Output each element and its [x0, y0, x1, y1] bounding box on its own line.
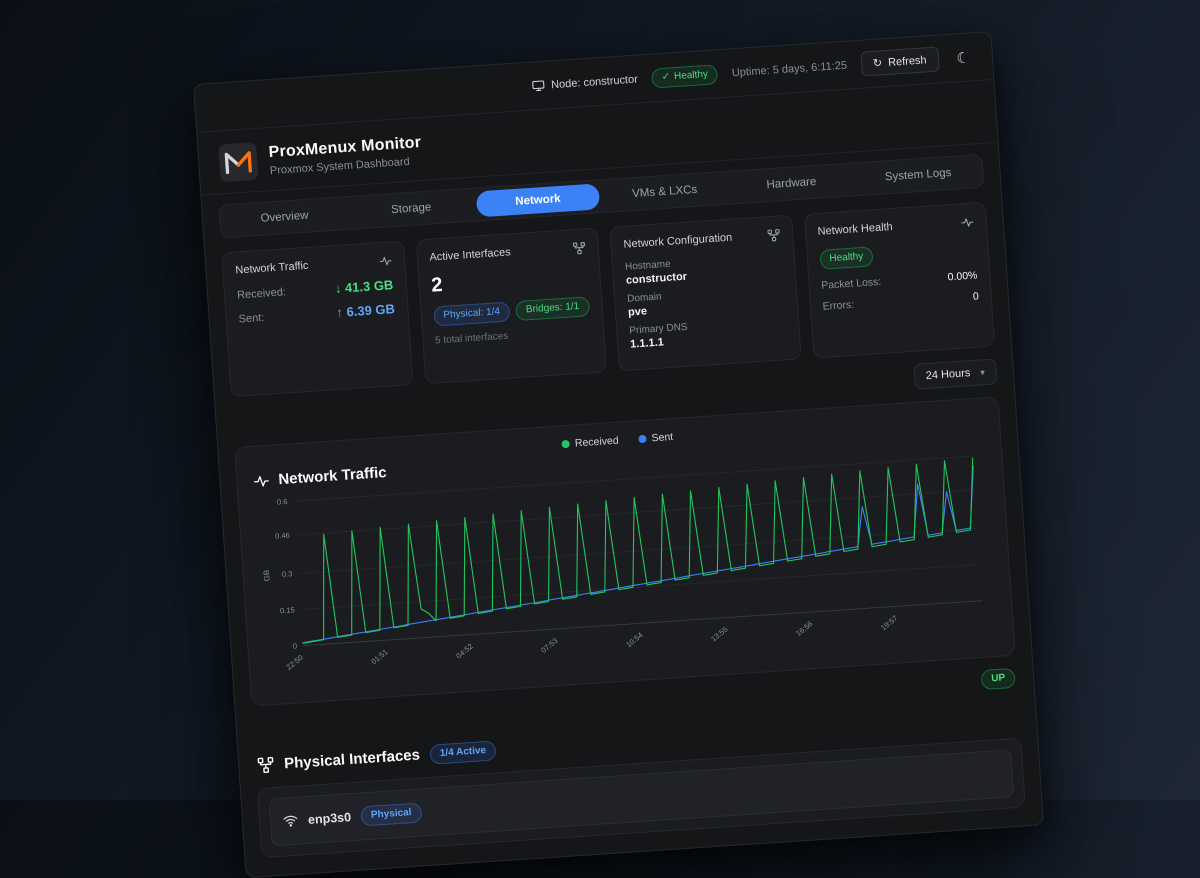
traffic-line-chart: 0 0.15 0.3 0.46 0.6 GB 22:50 01:51 04:52 07:53 10:… — [254, 447, 998, 696]
monitor-icon — [532, 79, 546, 93]
tab-network[interactable]: Network — [476, 183, 600, 217]
legend-sent-dot — [638, 435, 647, 444]
header-titles: ProxMenux Monitor Proxmox System Dashboa… — [268, 134, 423, 177]
active-interfaces-count: 2 — [431, 264, 589, 297]
network-configuration-card: Network Configuration Hostname construct… — [609, 215, 801, 372]
svg-text:0.3: 0.3 — [282, 569, 293, 579]
dashboard-window: Node: constructor ✓ Healthy Uptime: 5 da… — [193, 31, 1044, 878]
svg-text:16:56: 16:56 — [794, 619, 814, 638]
svg-text:19:57: 19:57 — [879, 613, 899, 632]
activity-icon — [378, 254, 392, 268]
svg-text:07:53: 07:53 — [539, 636, 559, 655]
activity-icon — [253, 472, 270, 489]
network-traffic-card: Network Traffic Received: ↓ 41.3 GB Sent… — [221, 240, 413, 397]
tab-overview[interactable]: Overview — [222, 200, 346, 234]
svg-text:0.6: 0.6 — [277, 497, 288, 507]
theme-toggle-button[interactable]: ☾ — [952, 46, 975, 69]
svg-text:22:50: 22:50 — [284, 653, 304, 672]
moon-icon: ☾ — [956, 49, 971, 67]
health-status-badge: ✓ Healthy — [651, 64, 718, 88]
total-interfaces-note: 5 total interfaces — [435, 325, 592, 346]
received-label: Received: — [237, 286, 287, 301]
packet-loss-value: 0.00% — [947, 269, 978, 283]
refresh-icon: ↻ — [872, 56, 882, 70]
tab-system-logs[interactable]: System Logs — [856, 158, 980, 192]
wifi-icon — [283, 813, 299, 829]
interface-type-badge: Physical — [360, 802, 422, 826]
packet-loss-label: Packet Loss: — [821, 276, 882, 292]
physical-count-badge: Physical: 1/4 — [433, 302, 511, 327]
active-count-badge: 1/4 Active — [429, 740, 497, 764]
active-interfaces-card: Active Interfaces 2 Physical: 1/4 Bridge… — [415, 228, 607, 385]
uptime-text: Uptime: 5 days, 6:11:25 — [731, 59, 847, 79]
svg-text:01:51: 01:51 — [369, 647, 389, 666]
chevron-down-icon: ▾ — [980, 367, 985, 378]
sent-value: ↑ 6.39 GB — [336, 301, 395, 320]
activity-icon — [960, 216, 974, 230]
network-tab-content: Network Traffic Received: ↓ 41.3 GB Sent… — [205, 199, 1043, 877]
svg-text:GB: GB — [262, 570, 272, 582]
card-title: Active Interfaces — [429, 246, 511, 263]
network-health-card: Network Health Healthy Packet Loss: 0.00… — [803, 202, 995, 359]
svg-text:0: 0 — [293, 641, 298, 650]
health-badge: Healthy — [819, 246, 874, 270]
tab-vms-lxcs[interactable]: VMs & LXCs — [602, 175, 726, 209]
sent-label: Sent: — [238, 311, 264, 325]
legend-received: Received — [562, 435, 619, 451]
legend-received-dot — [562, 440, 571, 449]
svg-text:0.15: 0.15 — [280, 605, 295, 615]
svg-text:0.46: 0.46 — [275, 531, 290, 541]
svg-text:04:52: 04:52 — [454, 642, 474, 661]
received-value: ↓ 41.3 GB — [334, 277, 393, 296]
ethernet-icon — [257, 756, 275, 774]
card-title: Network Traffic — [235, 260, 309, 277]
legend-sent: Sent — [638, 431, 673, 445]
proxmenux-logo — [218, 142, 258, 182]
tab-storage[interactable]: Storage — [349, 192, 473, 226]
refresh-button[interactable]: ↻ Refresh — [860, 47, 939, 77]
card-title: Network Configuration — [623, 232, 732, 251]
card-title: Network Health — [817, 221, 893, 238]
network-icon — [766, 228, 780, 242]
check-icon: ✓ — [661, 70, 670, 85]
node-label: Node: constructor — [551, 73, 638, 91]
svg-text:10:54: 10:54 — [624, 630, 644, 649]
up-status-badge: UP — [981, 667, 1016, 689]
errors-value: 0 — [973, 290, 980, 302]
time-range-select[interactable]: 24 Hours ▾ — [913, 358, 998, 389]
bridges-count-badge: Bridges: 1/1 — [515, 296, 590, 321]
errors-label: Errors: — [822, 299, 854, 313]
tab-hardware[interactable]: Hardware — [729, 167, 853, 201]
interface-name: enp3s0 — [308, 810, 352, 827]
node-indicator: Node: constructor — [532, 73, 638, 93]
network-icon — [572, 241, 586, 255]
svg-text:13:55: 13:55 — [709, 625, 729, 644]
